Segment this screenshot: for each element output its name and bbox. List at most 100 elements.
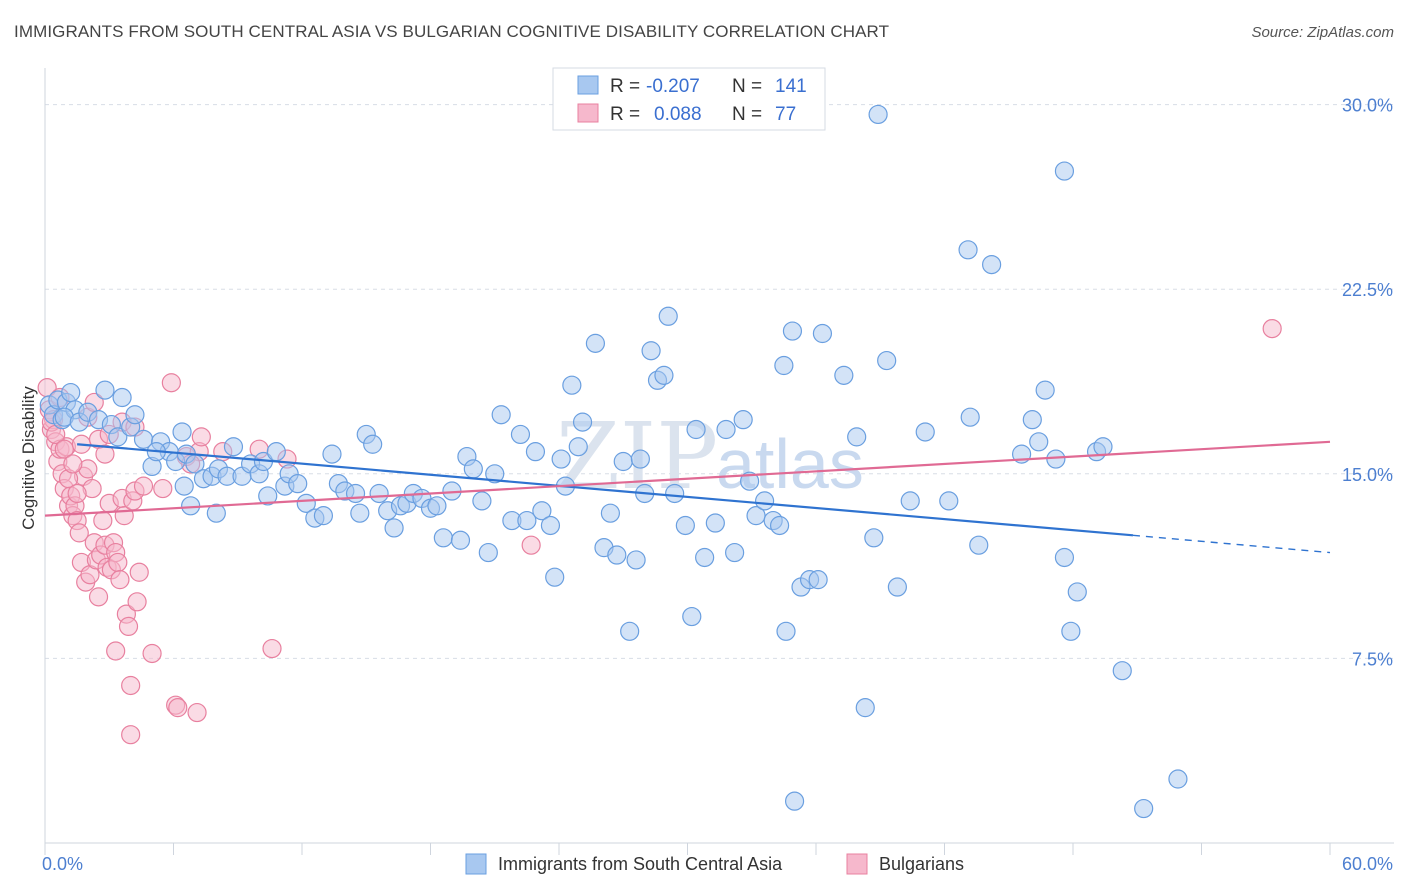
- point-south-central-asia-73: [517, 510, 537, 531]
- legend-n-label-1: N =: [732, 76, 762, 97]
- point-south-central-asia-139: [1093, 437, 1113, 457]
- trend-line-south-central-asia: [77, 443, 1134, 537]
- stats-legend: R = -0.207 N = 141 R = 0.088 N = 77: [552, 67, 826, 131]
- point-bulgarians-24: [88, 587, 109, 607]
- point-south-central-asia-117: [834, 365, 854, 385]
- point-bulgarians-77: [121, 725, 141, 745]
- y-tick-label-3: 30.0%: [1342, 96, 1393, 116]
- x-tick-label-1: 60.0%: [1342, 854, 1393, 874]
- point-south-central-asia-80: [562, 375, 582, 395]
- point-south-central-asia-67: [472, 491, 492, 511]
- point-south-central-asia-92: [641, 341, 661, 361]
- point-bulgarians-61: [142, 643, 162, 664]
- y-axis-label: Cognitive Disability: [19, 386, 38, 530]
- y-tick-label-2: 22.5%: [1342, 280, 1393, 300]
- point-south-central-asia-87: [613, 451, 633, 472]
- point-south-central-asia-112: [776, 621, 796, 641]
- point-south-central-asia-61: [427, 496, 447, 516]
- point-south-central-asia-53: [369, 483, 389, 504]
- point-south-central-asia-64: [450, 530, 471, 550]
- point-south-central-asia-96: [665, 483, 685, 504]
- point-south-central-asia-90: [630, 449, 650, 469]
- point-bulgarians-63: [161, 373, 181, 393]
- watermark-atlas: atlas: [716, 425, 864, 503]
- point-south-central-asia-110: [774, 355, 794, 376]
- point-south-central-asia-55: [384, 518, 404, 538]
- legend-n-label-2: N =: [732, 104, 762, 125]
- point-south-central-asia-133: [1046, 449, 1066, 469]
- point-south-central-asia-123: [900, 491, 920, 511]
- point-south-central-asia-98: [682, 606, 702, 627]
- point-south-central-asia-75: [532, 501, 552, 521]
- point-south-central-asia-45: [313, 506, 334, 526]
- trend-line-south-central-asia-extension: [1132, 534, 1331, 554]
- point-south-central-asia-88: [620, 621, 640, 641]
- point-south-central-asia-145: [784, 791, 805, 811]
- point-south-central-asia-105: [740, 471, 760, 491]
- source-label: Source: ZipAtlas.com: [1251, 24, 1394, 41]
- point-south-central-asia-13: [108, 427, 128, 447]
- point-south-central-asia-131: [1029, 432, 1049, 452]
- point-south-central-asia-23: [172, 422, 192, 442]
- point-south-central-asia-100: [695, 547, 715, 568]
- point-south-central-asia-69: [485, 464, 505, 484]
- point-south-central-asia-82: [572, 412, 593, 432]
- point-bulgarians-55: [95, 444, 115, 464]
- point-bulgarians-43: [129, 562, 149, 582]
- legend-r-label-2: R =: [610, 104, 640, 125]
- point-south-central-asia-97: [675, 515, 695, 536]
- point-south-central-asia-32: [206, 503, 226, 523]
- point-south-central-asia-116: [812, 323, 833, 344]
- point-bulgarians-26: [93, 510, 113, 531]
- legend-r-value-1: -0.207: [646, 76, 700, 97]
- point-south-central-asia-49: [345, 483, 366, 504]
- point-south-central-asia-115: [808, 570, 828, 590]
- point-south-central-asia-30: [174, 476, 194, 496]
- point-south-central-asia-134: [1054, 547, 1075, 568]
- y-tick-labels: 7.5% 15.0% 22.5% 30.0%: [1342, 96, 1393, 670]
- point-south-central-asia-118: [847, 427, 867, 447]
- point-south-central-asia-136: [1054, 161, 1075, 181]
- point-bulgarians-34: [110, 570, 130, 590]
- trend-line-bulgarians: [44, 440, 1331, 517]
- point-south-central-asia-95: [658, 306, 678, 326]
- point-south-central-asia-137: [1067, 582, 1087, 602]
- point-bulgarians-57: [106, 641, 126, 661]
- point-south-central-asia-68: [478, 542, 498, 563]
- point-bulgarians-60: [133, 476, 154, 496]
- point-bulgarians-33: [108, 552, 128, 573]
- point-bulgarians-65: [168, 698, 188, 718]
- trend-lines: [44, 440, 1331, 554]
- point-south-central-asia-120: [864, 528, 884, 548]
- point-south-central-asia-78: [551, 449, 571, 469]
- point-south-central-asia-107: [754, 491, 775, 511]
- grid-lines: [45, 104, 1394, 659]
- point-south-central-asia-124: [915, 422, 935, 442]
- point-south-central-asia-109: [769, 515, 790, 536]
- series-south-central-asia-points: [39, 104, 1188, 819]
- point-bulgarians-73: [262, 638, 282, 659]
- point-bulgarians-42: [127, 592, 147, 612]
- legend-swatch-blue: [577, 75, 599, 95]
- point-south-central-asia-46: [322, 444, 342, 464]
- point-south-central-asia-83: [585, 333, 606, 353]
- point-south-central-asia-77: [545, 567, 565, 587]
- point-south-central-asia-52: [363, 434, 383, 454]
- point-south-central-asia-5: [61, 382, 81, 403]
- point-south-central-asia-104: [733, 410, 753, 430]
- point-south-central-asia-50: [350, 503, 370, 523]
- bottom-legend-swatch-pink: [846, 853, 868, 875]
- point-south-central-asia-16: [125, 405, 145, 425]
- point-bulgarians-39: [121, 675, 141, 696]
- point-south-central-asia-130: [1022, 410, 1042, 430]
- bottom-legend-label-2: Bulgarians: [879, 854, 964, 874]
- point-south-central-asia-74: [525, 442, 546, 462]
- point-bulgarians-49: [63, 454, 83, 474]
- legend-n-value-2: 77: [775, 104, 796, 125]
- point-south-central-asia-62: [433, 528, 453, 548]
- point-south-central-asia-85: [600, 503, 621, 523]
- axes: [44, 68, 1394, 855]
- point-south-central-asia-39: [266, 442, 286, 462]
- legend-swatch-pink: [577, 103, 599, 123]
